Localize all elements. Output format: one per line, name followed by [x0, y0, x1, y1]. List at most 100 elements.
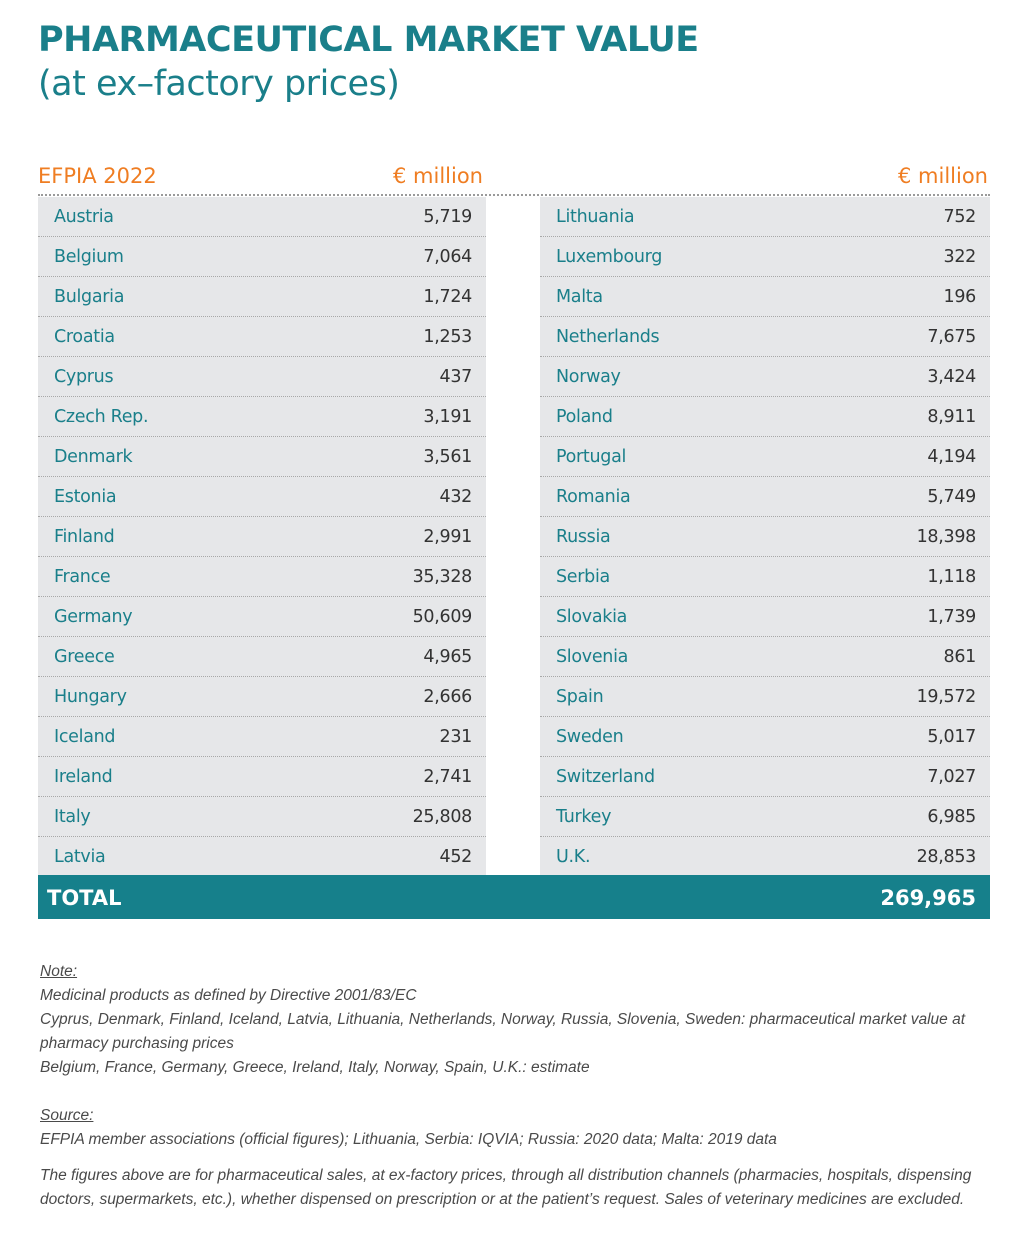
table-row: Lithuania 752 [540, 197, 990, 237]
market-value: 35,328 [412, 567, 473, 587]
market-value: 2,741 [423, 767, 472, 787]
note-line: Medicinal products as defined by Directi… [40, 987, 417, 1004]
country-name: Germany [54, 607, 133, 627]
market-value: 5,017 [927, 727, 976, 747]
table-row: Croatia 1,253 [38, 317, 486, 357]
title-line-1: PHARMACEUTICAL MARKET VALUE [38, 20, 699, 60]
market-value: 18,398 [916, 527, 977, 547]
total-value: 269,965 [880, 886, 976, 910]
total-row: TOTAL 269,965 [38, 875, 990, 919]
table-row: Austria 5,719 [38, 197, 486, 237]
country-name: Latvia [54, 847, 106, 867]
country-name: Hungary [54, 687, 127, 707]
market-value: 4,965 [423, 647, 472, 667]
country-name: Greece [54, 647, 115, 667]
market-value: 322 [943, 247, 976, 267]
unit-label-left: € million [393, 164, 483, 188]
disclaimer: The figures above are for pharmaceutical… [40, 1167, 972, 1208]
table-row: France 35,328 [38, 557, 486, 597]
column-gap [486, 197, 540, 875]
table-column-right: Lithuania 752 Luxembourg 322 Malta 196 Netherl… [540, 197, 990, 875]
country-name: Russia [556, 527, 611, 547]
country-name: Czech Rep. [54, 407, 149, 427]
market-value: 8,911 [927, 407, 976, 427]
market-value: 3,424 [927, 367, 976, 387]
market-value: 25,808 [412, 807, 473, 827]
market-value: 861 [943, 647, 976, 667]
note-line: Cyprus, Denmark, Finland, Iceland, Latvi… [40, 1011, 966, 1052]
country-name: Turkey [556, 807, 612, 827]
country-name: Croatia [54, 327, 115, 347]
country-name: Poland [556, 407, 613, 427]
country-name: Switzerland [556, 767, 655, 787]
market-value: 4,194 [927, 447, 976, 467]
market-value: 28,853 [916, 847, 977, 867]
table-row: Russia 18,398 [540, 517, 990, 557]
market-value: 752 [943, 207, 976, 227]
market-value: 5,749 [927, 487, 976, 507]
country-name: Slovakia [556, 607, 628, 627]
table-row: Netherlands 7,675 [540, 317, 990, 357]
country-name: France [54, 567, 111, 587]
country-name: Netherlands [556, 327, 660, 347]
table-row: Sweden 5,017 [540, 717, 990, 757]
country-name: Denmark [54, 447, 133, 467]
table-row: Denmark 3,561 [38, 437, 486, 477]
table-row: Norway 3,424 [540, 357, 990, 397]
table-row: Spain 19,572 [540, 677, 990, 717]
table-row: Romania 5,749 [540, 477, 990, 517]
market-value: 6,985 [927, 807, 976, 827]
country-name: Ireland [54, 767, 113, 787]
country-name: Iceland [54, 727, 116, 747]
table-row: Belgium 7,064 [38, 237, 486, 277]
market-value: 196 [943, 287, 976, 307]
table-column-left: Austria 5,719 Belgium 7,064 Bulgaria 1,724 Cro… [38, 197, 486, 875]
market-value: 7,027 [927, 767, 976, 787]
table-row: Slovenia 861 [540, 637, 990, 677]
market-value: 3,561 [423, 447, 472, 467]
note-heading: Note: [40, 963, 78, 980]
table-row: Latvia 452 [38, 837, 486, 875]
market-value: 2,666 [423, 687, 472, 707]
market-value: 432 [439, 487, 472, 507]
country-name: Romania [556, 487, 631, 507]
country-name: Italy [54, 807, 91, 827]
table-row: Slovakia 1,739 [540, 597, 990, 637]
market-value: 5,719 [423, 207, 472, 227]
title-line-2: (at ex–factory prices) [38, 64, 400, 104]
market-value: 1,118 [927, 567, 976, 587]
table-row: Hungary 2,666 [38, 677, 486, 717]
country-name: Slovenia [556, 647, 629, 667]
table-row: Czech Rep. 3,191 [38, 397, 486, 437]
total-label: TOTAL [47, 886, 122, 910]
market-value: 19,572 [916, 687, 977, 707]
table-row: Switzerland 7,027 [540, 757, 990, 797]
table-row: Estonia 432 [38, 477, 486, 517]
market-value: 1,724 [423, 287, 472, 307]
market-value: 1,253 [423, 327, 472, 347]
table-row: Greece 4,965 [38, 637, 486, 677]
table-row: Portugal 4,194 [540, 437, 990, 477]
table-row: Serbia 1,118 [540, 557, 990, 597]
note-line: Belgium, France, Germany, Greece, Irelan… [40, 1059, 590, 1076]
table-row: Luxembourg 322 [540, 237, 990, 277]
country-name: Portugal [556, 447, 627, 467]
country-name: Cyprus [54, 367, 114, 387]
country-name: Austria [54, 207, 114, 227]
market-value: 231 [439, 727, 472, 747]
market-value: 1,739 [927, 607, 976, 627]
table-row: U.K. 28,853 [540, 837, 990, 875]
market-value: 2,991 [423, 527, 472, 547]
country-name: Lithuania [556, 207, 635, 227]
market-value: 3,191 [423, 407, 472, 427]
table-row: Germany 50,609 [38, 597, 486, 637]
market-value: 7,675 [927, 327, 976, 347]
country-name: Luxembourg [556, 247, 663, 267]
unit-label-right: € million [898, 164, 988, 188]
source-label: EFPIA 2022 [38, 164, 157, 188]
page-title: PHARMACEUTICAL MARKET VALUE (at ex–facto… [38, 18, 699, 106]
country-name: Bulgaria [54, 287, 125, 307]
table-row: Bulgaria 1,724 [38, 277, 486, 317]
country-name: Malta [556, 287, 603, 307]
market-value-table: Austria 5,719 Belgium 7,064 Bulgaria 1,724 Cro… [38, 197, 990, 875]
